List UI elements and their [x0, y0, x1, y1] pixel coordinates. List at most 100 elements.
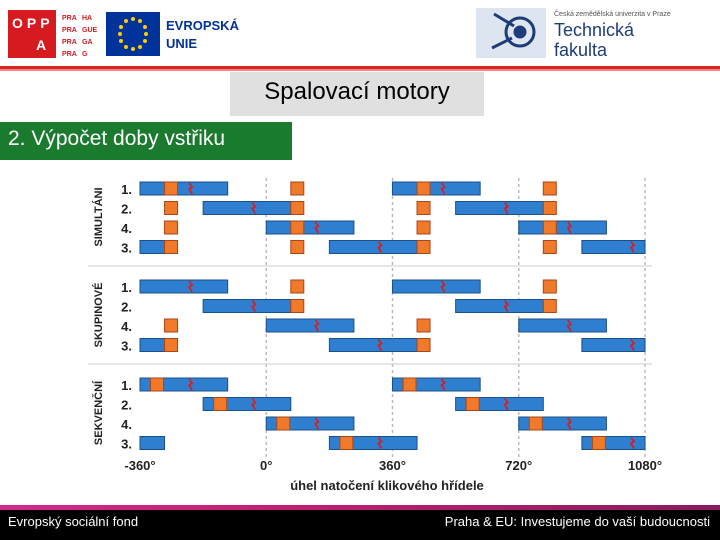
svg-text:PRA: PRA [62, 15, 77, 22]
spark-icon [314, 417, 320, 430]
intake-bar [581, 436, 646, 450]
footer-left-text: Evropský sociální fond [8, 514, 139, 529]
spark-icon [629, 436, 636, 449]
cylinder-label: 1. [121, 280, 132, 295]
injection-pulse [164, 318, 179, 333]
subtitle-background [0, 122, 292, 160]
intake-bar [455, 299, 544, 313]
injection-pulse [402, 377, 417, 392]
footer-right-text: Praha & EU: Investujeme do vaší budoucno… [444, 514, 710, 529]
svg-text:fakulta: fakulta [554, 40, 608, 60]
cylinder-label: 3. [121, 339, 132, 354]
injection-pulse [290, 279, 305, 294]
injection-pulse [290, 240, 305, 254]
header-divider [0, 66, 720, 69]
intake-bar [455, 201, 544, 215]
spark-icon [440, 182, 446, 195]
svg-text:UNIE: UNIE [166, 36, 197, 51]
intake-bar [139, 436, 166, 450]
x-tick-label: 720° [505, 458, 532, 473]
cylinder-label: 4. [121, 319, 132, 334]
intake-bar [139, 338, 166, 352]
svg-text:PRA: PRA [62, 51, 77, 58]
cylinder-label: 2. [121, 300, 132, 315]
spark-icon [503, 201, 510, 214]
cylinder-label: 2. [121, 398, 132, 413]
spark-icon [503, 397, 510, 410]
injection-pulse [542, 279, 557, 294]
injection-pulse [542, 240, 557, 254]
x-tick-label: 0° [260, 458, 272, 473]
injection-pulse [339, 436, 354, 450]
spark-icon [629, 338, 636, 351]
spark-icon [629, 240, 636, 253]
group-label: SKUPINOVÉ [92, 283, 105, 348]
svg-text:Česká zemědělská univerzita v: Česká zemědělská univerzita v Praze [554, 9, 671, 18]
intake-bar [581, 240, 646, 254]
injection-pulse [591, 436, 606, 450]
slide-title: Spalovací motory [264, 78, 450, 105]
injection-pulse [416, 201, 431, 215]
spark-icon [440, 280, 446, 293]
cylinder-label: 1. [121, 182, 132, 197]
svg-text:Technická: Technická [554, 20, 635, 40]
svg-text:HA: HA [82, 15, 92, 22]
intake-bar [202, 201, 292, 215]
injection-pulse [416, 181, 431, 196]
injection-pulse [465, 397, 480, 411]
injection-pulse [416, 318, 431, 333]
intake-bar [139, 279, 229, 294]
spark-icon [377, 240, 383, 253]
injection-pulse [416, 240, 431, 254]
x-tick-label: -360° [124, 458, 155, 473]
spark-icon [251, 397, 257, 410]
injection-pulse [542, 201, 557, 215]
svg-text:PRA: PRA [62, 27, 77, 34]
injection-pulse [164, 220, 179, 235]
intake-bar [265, 220, 355, 235]
spark-icon [566, 319, 573, 332]
spark-icon [187, 182, 194, 195]
spark-icon [377, 338, 383, 351]
svg-text:EVROPSKÁ: EVROPSKÁ [166, 18, 240, 33]
intake-bar [518, 220, 607, 235]
svg-text:GA: GA [82, 39, 93, 46]
header-divider-light [0, 69, 720, 71]
x-tick-label: 1080° [628, 458, 662, 473]
intake-bar [139, 240, 166, 254]
injection-pulse [542, 220, 557, 235]
gear-emblem-icon [491, 12, 536, 50]
cylinder-label: 1. [121, 378, 132, 393]
cylinder-label: 4. [121, 221, 132, 236]
injection-pulse [276, 416, 291, 431]
cylinder-label: 3. [121, 437, 132, 452]
injection-pulse [528, 416, 543, 431]
x-tick-label: 360° [379, 458, 406, 473]
intake-bar [392, 279, 481, 294]
svg-text:GUE: GUE [82, 27, 98, 34]
intake-bar [139, 181, 229, 196]
footer-bar [0, 510, 720, 540]
intake-bar [581, 338, 646, 352]
x-axis-label: úhel natočení klikového hřídele [290, 478, 484, 493]
injection-pulse [290, 201, 305, 215]
spark-icon [566, 221, 573, 234]
injection-pulse [150, 377, 165, 392]
intake-bar [392, 181, 481, 196]
injection-pulse [542, 181, 557, 196]
spark-icon [187, 378, 194, 391]
intake-bar [265, 318, 355, 333]
spark-icon [251, 299, 257, 312]
intake-bar [328, 240, 418, 254]
injection-pulse [416, 220, 431, 235]
spark-icon [440, 378, 446, 391]
injection-pulse [164, 201, 179, 215]
injection-pulse [164, 240, 179, 254]
cylinder-label: 4. [121, 417, 132, 432]
injection-pulse [290, 181, 305, 196]
spark-icon [377, 436, 383, 449]
intake-bar [518, 318, 607, 333]
injection-pulse [290, 299, 305, 313]
title-background [230, 72, 484, 116]
